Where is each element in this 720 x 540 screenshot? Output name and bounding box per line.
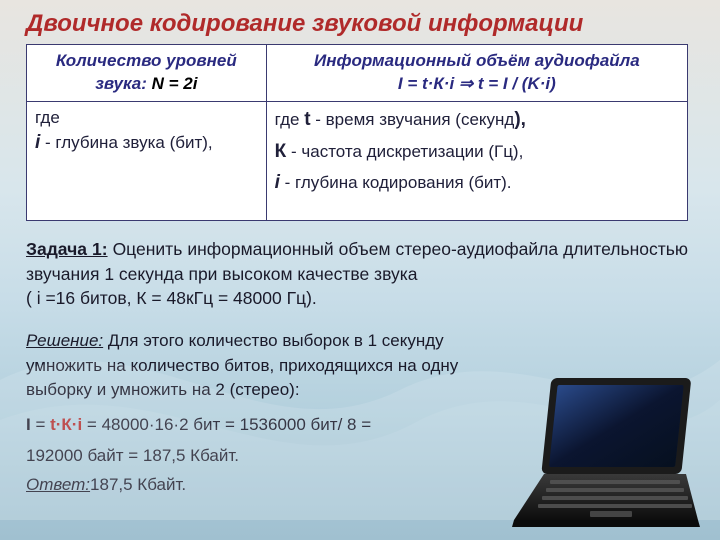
th-levels-line1: Количество уровней [56,51,237,70]
eq-rest1: = 48000·16·2 бит = 1536000 бит/ 8 = [82,415,371,434]
slide: Двоичное кодирование звуковой информации… [0,0,720,540]
answer-block: Ответ:187,5 Кбайт. [26,475,694,495]
solution-block: Решение: Для этого количество выборок в … [26,329,501,403]
task-block: Задача 1: Оценить информационный объем с… [26,237,688,311]
eq-rest2: 192000 байт = 187,5 Кбайт. [26,446,239,465]
task-text2: ( i =16 битов, К = 48кГц = 48000 Гц). [26,288,317,308]
td-right-K: К [275,141,287,162]
td-levels-def: где i - глубина звука (бит), [27,101,267,221]
td-right-K-rest: - частота дискретизации (Гц), [286,142,523,161]
td-right-t-rest: - время звучания (секунд [311,110,515,129]
td-right-t-close: ), [514,109,526,130]
td-right-gde: где [275,110,305,129]
answer-label: Ответ: [26,475,90,494]
th-volume: Информационный объём аудиофайла I = t·К·… [266,45,687,102]
task-label: Задача 1: [26,239,108,259]
equation-block: I = t·К·i = 48000·16·2 бит = 1536000 бит… [26,411,694,469]
table-header-row: Количество уровней звука: N = 2i Информа… [27,45,688,102]
td-left-rest: - глубина звука (бит), [40,133,212,152]
info-table: Количество уровней звука: N = 2i Информа… [26,44,688,221]
eq-equals: = [31,415,50,434]
solution-label: Решение: [26,331,103,350]
table-body-row: где i - глубина звука (бит), где t - вре… [27,101,688,221]
td-right-i-rest: - глубина кодирования (бит). [280,173,512,192]
th-levels: Количество уровней звука: N = 2i [27,45,267,102]
th-levels-line2-prefix: звука: [95,74,151,93]
task-text1: Оценить информационный объем стерео-ауди… [26,239,688,284]
th-volume-formula: I = t·К·i ⇒ t = I / (K·i) [398,74,556,93]
td-volume-def: где t - время звучания (секунд), К - час… [266,101,687,221]
answer-text: 187,5 Кбайт. [90,475,186,494]
eq-tki: t·К·i [50,415,82,434]
th-levels-formula: N = 2i [152,74,198,93]
th-volume-line1: Информационный объём аудиофайла [314,51,640,70]
td-left-gde: где [35,108,60,127]
page-title: Двоичное кодирование звуковой информации [26,10,694,38]
